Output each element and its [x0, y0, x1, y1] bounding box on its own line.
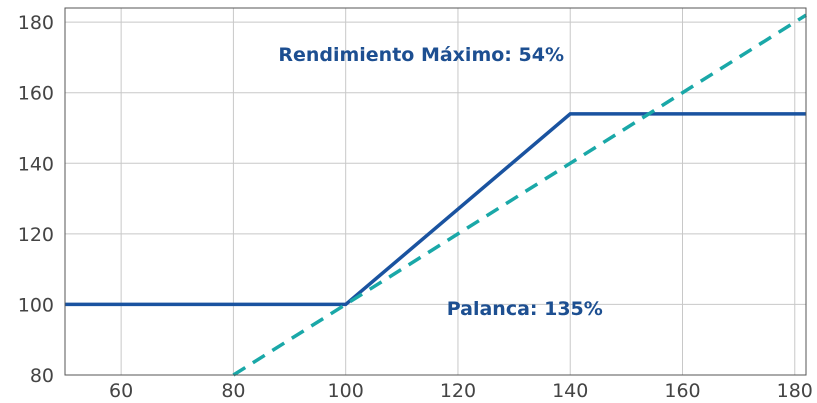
chart-annotation: Palanca: 135% [447, 298, 603, 320]
y-tick-label: 140 [18, 153, 54, 175]
dashed-reference-line [232, 13, 807, 377]
payoff-line [65, 112, 806, 307]
chart-annotation: Rendimiento Máximo: 54% [278, 44, 564, 66]
plot-frame [64, 7, 807, 376]
x-tick-label: 80 [221, 380, 245, 402]
x-tick-label: 100 [328, 380, 364, 402]
x-axis: 60 80 100 120 140 160 180 [109, 380, 813, 402]
x-tick-label: 120 [440, 380, 476, 402]
x-tick-label: 160 [664, 380, 700, 402]
x-tick-label: 60 [109, 380, 133, 402]
y-tick-label: 80 [30, 365, 54, 387]
y-tick-label: 160 [18, 83, 54, 105]
x-tick-label: 140 [552, 380, 588, 402]
annotations: Rendimiento Máximo: 54% Palanca: 135% [278, 44, 603, 320]
y-tick-label: 100 [18, 294, 54, 316]
y-axis: 80 100 120 140 160 180 [18, 12, 54, 387]
grid [65, 8, 806, 376]
x-tick-label: 180 [777, 380, 813, 402]
series-layer [65, 13, 807, 377]
y-tick-label: 180 [18, 12, 54, 34]
y-tick-label: 120 [18, 224, 54, 246]
